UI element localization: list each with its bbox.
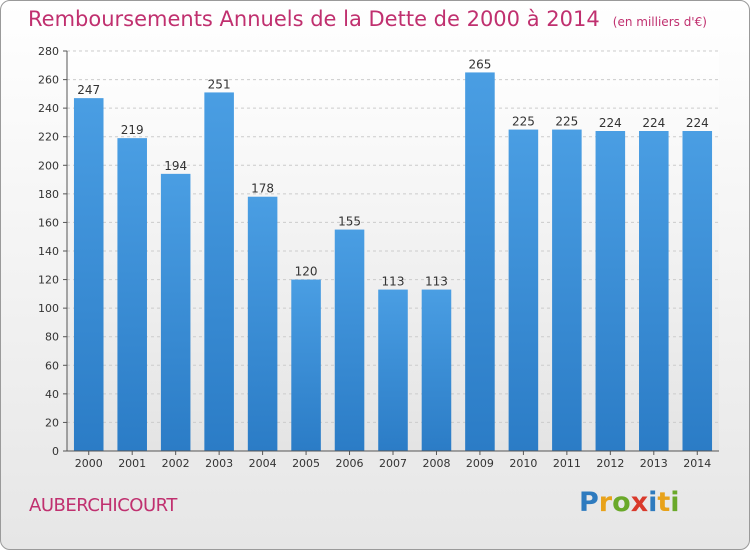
chart-title: Remboursements Annuels de la Dette de 20… [28,7,600,31]
y-tick-label: 280 [38,45,59,58]
bar [291,279,321,451]
bar-value-label: 113 [425,275,448,289]
chart-subtitle: (en milliers d'€) [612,15,707,29]
bar [73,98,104,452]
logo-letter: i [648,487,658,518]
y-tick-label: 20 [45,416,59,429]
bar [204,92,234,451]
bar-value-label: 178 [251,182,274,196]
bar-layer [73,72,713,452]
y-tick-label: 240 [38,102,59,115]
y-tick-label: 140 [38,245,59,258]
bar [508,129,539,452]
x-tick-label: 2004 [249,457,277,470]
bar [552,129,582,452]
logo-letter: i [670,487,680,518]
bar-value-label: 194 [164,159,187,173]
bar [334,229,365,451]
label-layer: 247 219 194 251 178 120 155 113 113 265 225 225 224 2… [77,57,708,288]
bar-value-label: 225 [555,115,578,129]
city-name: AUBERCHICOURT [29,495,177,516]
bar-value-label: 265 [468,57,491,71]
bar [247,196,278,451]
proxiti-logo: Proxiti [579,487,680,518]
bar-value-label: 219 [121,123,144,137]
x-tick-label: 2009 [466,457,494,470]
y-tick-label: 40 [45,388,59,401]
x-tick-label: 2002 [162,457,190,470]
y-tick-label: 80 [45,331,59,344]
x-tick-label: 2006 [336,457,364,470]
bar-value-label: 247 [77,83,100,97]
bar-value-label: 120 [295,265,318,279]
bar [682,131,713,451]
bar-value-label: 225 [512,115,535,129]
y-tick-label: 100 [38,302,59,315]
logo-letter: x [630,487,649,518]
bar-value-label: 224 [686,116,709,130]
y-tick-label: 120 [38,274,59,287]
logo-letter: P [579,487,599,518]
bar [595,131,626,451]
bar [421,289,452,451]
y-tick-label: 0 [52,445,59,458]
bar [465,72,495,451]
bar [160,173,191,451]
y-tick-label: 180 [38,188,59,201]
x-tick-label: 2013 [640,457,668,470]
bar-value-label: 113 [382,275,405,289]
y-tick-label: 220 [38,131,59,144]
bar [117,138,147,451]
x-tick-label: 2005 [292,457,320,470]
x-tick-label: 2008 [422,457,450,470]
logo-letter: t [657,487,671,518]
logo-letter: r [598,487,613,518]
bar-value-label: 224 [642,116,665,130]
axis-layer: 0 20 40 60 80 100 120 140 160 180 200 220 240 260 280 2… [38,45,719,470]
title-line: Remboursements Annuels de la Dette de 20… [28,7,707,31]
bar-value-label: 251 [208,77,231,91]
bar [639,131,669,451]
bar-value-label: 155 [338,215,361,229]
x-tick-label: 2007 [379,457,407,470]
x-tick-label: 2001 [118,457,146,470]
logo-letter: o [612,487,631,518]
x-tick-label: 2010 [509,457,537,470]
x-tick-label: 2012 [596,457,624,470]
x-tick-label: 2014 [683,457,711,470]
y-tick-label: 60 [45,359,59,372]
y-tick-label: 200 [38,159,59,172]
x-tick-label: 2011 [553,457,581,470]
x-tick-label: 2000 [75,457,103,470]
bar [378,289,408,451]
bar-value-label: 224 [599,116,622,130]
y-tick-label: 160 [38,216,59,229]
x-tick-label: 2003 [205,457,233,470]
y-tick-label: 260 [38,74,59,87]
